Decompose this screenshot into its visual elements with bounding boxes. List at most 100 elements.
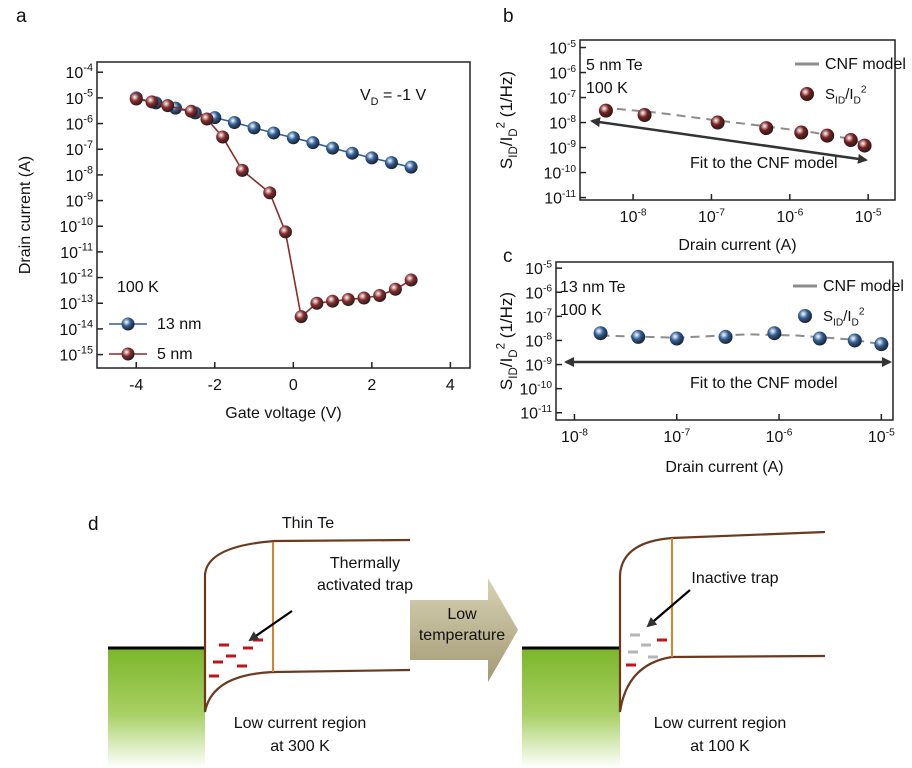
data-point (593, 326, 608, 341)
tick-label: 10-9 (525, 356, 552, 375)
tick-exp: -5 (873, 207, 882, 218)
data-point (161, 99, 175, 113)
panel-label: a (16, 6, 27, 27)
panel-label: d (88, 514, 99, 535)
data-point (388, 282, 402, 296)
text-part: /I (497, 358, 516, 367)
y-axis-label: SID/ID2 (1/Hz) (495, 71, 520, 169)
tick-base: 10 (66, 194, 84, 211)
data-point (384, 156, 398, 170)
data-point (598, 103, 613, 118)
tick-exp: -15 (77, 344, 93, 356)
tick-label: 10-12 (59, 267, 93, 287)
data-point (857, 138, 872, 153)
tick-label: 10-5 (66, 88, 93, 108)
tick-exp: -8 (579, 427, 588, 438)
fit-arrow (590, 117, 868, 164)
tick-exp: -13 (77, 293, 93, 305)
x-tick-label: -2 (208, 377, 222, 394)
data-point (184, 104, 198, 118)
tick-exp: -11 (538, 404, 552, 415)
legend-title: 100 K (117, 279, 159, 296)
tick-exp: -10 (537, 380, 552, 391)
tick-base: 10 (549, 41, 567, 58)
tick-base: 10 (59, 219, 77, 236)
tick-base: 10 (66, 117, 84, 134)
pointer-arrow (248, 610, 293, 642)
tick-base: 10 (549, 141, 567, 158)
tick-exp: -10 (77, 216, 93, 228)
tick-exp: -12 (77, 267, 93, 279)
legend-marker (121, 317, 135, 331)
annotation: Fit to the CNF model (690, 375, 838, 392)
tick-base: 10 (698, 209, 716, 226)
band-edge (618, 530, 826, 713)
tick-label: 10-13 (59, 293, 93, 313)
text-part: ID (833, 318, 843, 329)
data-point (631, 329, 646, 344)
panel-label: b (503, 6, 514, 27)
tick-label: 10-6 (776, 207, 803, 226)
tick-exp: -9 (83, 190, 93, 202)
tick-exp: -4 (83, 62, 93, 74)
tick-base: 10 (59, 271, 77, 288)
tick-label: 10-9 (549, 139, 576, 158)
text-part: (1/Hz) (497, 292, 516, 343)
text-part: 2 (861, 84, 867, 95)
tick-exp: -9 (543, 356, 552, 367)
tick-exp: -6 (794, 207, 803, 218)
tick-exp: -5 (543, 259, 552, 270)
text-part: ID (835, 96, 845, 107)
tick-label: 10-7 (66, 139, 93, 159)
tick-exp: -5 (886, 427, 895, 438)
tick-exp: -14 (77, 319, 93, 331)
tick-label: 10-5 (525, 259, 552, 278)
traps (626, 638, 667, 667)
tick-base: 10 (561, 429, 579, 446)
data-point (404, 160, 418, 174)
data-point (326, 141, 340, 155)
data-point (365, 151, 379, 165)
data-point (247, 121, 261, 135)
tick-base: 10 (766, 429, 784, 446)
tick-label: 10-5 (549, 39, 576, 58)
sample-label: 100 K (586, 80, 628, 97)
panel-label: c (503, 246, 513, 267)
tick-base: 10 (520, 406, 538, 423)
tick-base: 10 (525, 358, 543, 375)
text-part: D (508, 349, 520, 357)
arrow-label: Low (447, 606, 477, 623)
metal-contact (522, 648, 620, 768)
tick-label: 10-7 (698, 207, 725, 226)
y-axis-label: Drain current (A) (17, 156, 34, 274)
tick-base: 10 (525, 285, 543, 302)
region-label: Low current region (234, 715, 367, 732)
tick-base: 10 (66, 91, 84, 108)
tick-exp: -7 (716, 207, 725, 218)
text-part: V (360, 87, 371, 104)
data-point (306, 136, 320, 150)
diagram-title: Thin Te (282, 515, 334, 532)
tick-exp: -6 (783, 427, 792, 438)
tick-base: 10 (868, 429, 886, 446)
tick-base: 10 (59, 296, 77, 313)
text-part: /I (843, 308, 851, 325)
traps (209, 638, 263, 678)
text-part: /I (497, 137, 516, 146)
x-tick-label: 2 (367, 377, 376, 394)
x-axis-label: Drain current (A) (665, 459, 783, 476)
tick-base: 10 (525, 261, 543, 278)
data-point (373, 289, 387, 303)
tick-base: 10 (60, 245, 78, 262)
tick-label: 10-7 (663, 427, 690, 446)
tick-base: 10 (66, 142, 84, 159)
data-point (235, 163, 249, 177)
text-part: S (825, 86, 835, 103)
tick-label: 10-8 (561, 427, 588, 446)
tick-exp: -9 (567, 139, 576, 150)
tick-label: 10-4 (66, 62, 93, 82)
legend-label: SID/ID2 (825, 84, 867, 106)
sample-label: 13 nm Te (560, 279, 626, 296)
tick-base: 10 (855, 209, 873, 226)
